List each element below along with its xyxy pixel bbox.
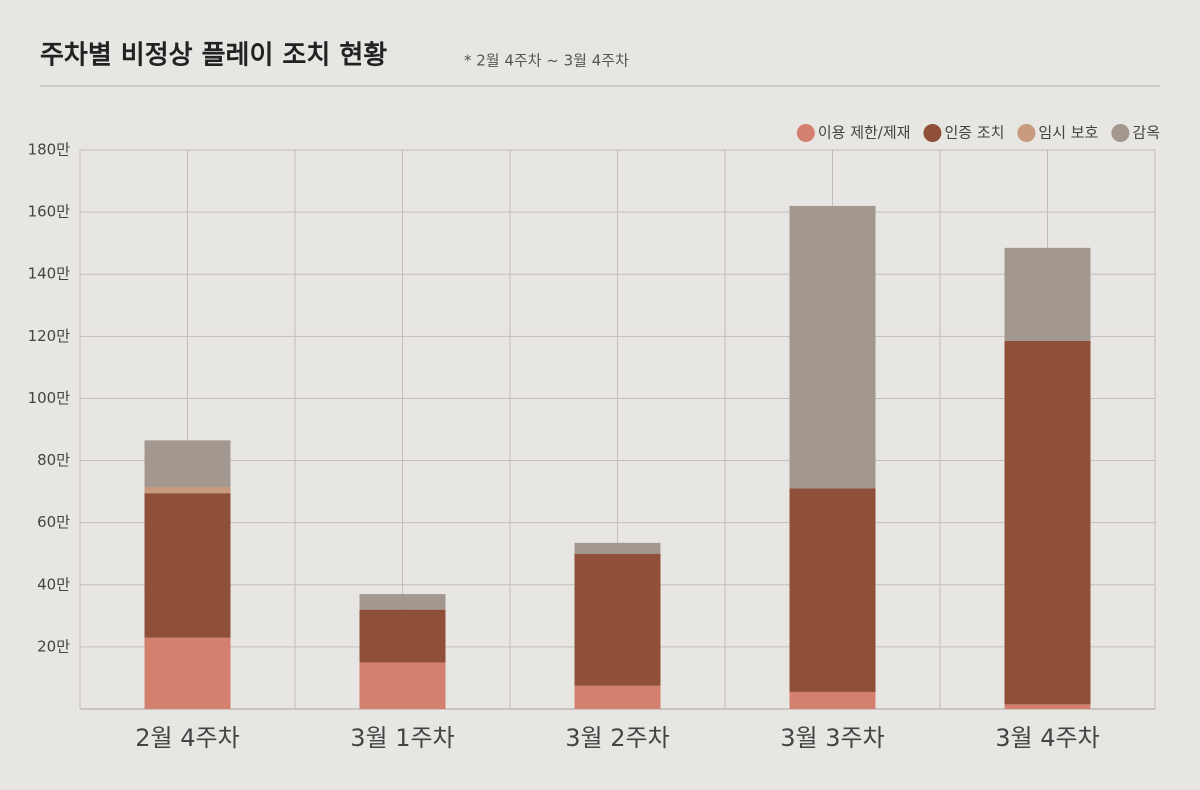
legend-label: 인증 조치 <box>944 124 1004 142</box>
bar-segment <box>359 662 446 709</box>
bar-segment <box>1004 340 1091 705</box>
bar-segment <box>789 488 876 692</box>
bar-segment <box>574 553 661 686</box>
bar-segment <box>1004 704 1091 709</box>
y-tick-label: 20만 <box>37 637 70 655</box>
bar-segment <box>574 685 661 709</box>
chart-title: 주차별 비정상 플레이 조치 현황 <box>40 41 387 71</box>
bar-segment <box>789 691 876 709</box>
y-tick-label: 80만 <box>37 451 70 469</box>
x-tick-label: 3월 1주차 <box>350 724 454 752</box>
bar-segment <box>1004 247 1091 341</box>
y-tick-label: 140만 <box>28 265 71 283</box>
bar-segment <box>359 594 446 610</box>
y-tick-label: 160만 <box>28 203 71 221</box>
y-tick-label: 40만 <box>37 575 70 593</box>
bar-segment <box>144 493 231 638</box>
legend-label: 임시 보호 <box>1038 124 1098 142</box>
legend-label: 감옥 <box>1132 124 1160 142</box>
chart-subtitle: * 2월 4주차 ~ 3월 4주차 <box>464 52 629 70</box>
legend-swatch <box>796 124 815 142</box>
y-tick-label: 180만 <box>28 141 71 159</box>
y-tick-label: 60만 <box>37 513 70 531</box>
bar-segment <box>144 637 231 709</box>
y-tick-label: 100만 <box>28 389 71 407</box>
legend-swatch <box>923 124 942 142</box>
x-tick-label: 3월 3주차 <box>780 724 884 752</box>
bar-segment <box>144 486 231 494</box>
x-tick-label: 3월 2주차 <box>565 724 669 752</box>
bar-segment <box>574 542 661 554</box>
bar-segment <box>789 205 876 489</box>
x-tick-label: 2월 4주차 <box>135 724 239 752</box>
legend-swatch <box>1017 124 1036 142</box>
legend-swatch <box>1111 124 1130 142</box>
bar-segment <box>144 440 231 487</box>
legend-label: 이용 제한/제재 <box>818 124 911 142</box>
y-tick-label: 120만 <box>28 327 71 345</box>
x-tick-label: 3월 4주차 <box>995 724 1099 752</box>
bar-segment <box>359 609 446 663</box>
